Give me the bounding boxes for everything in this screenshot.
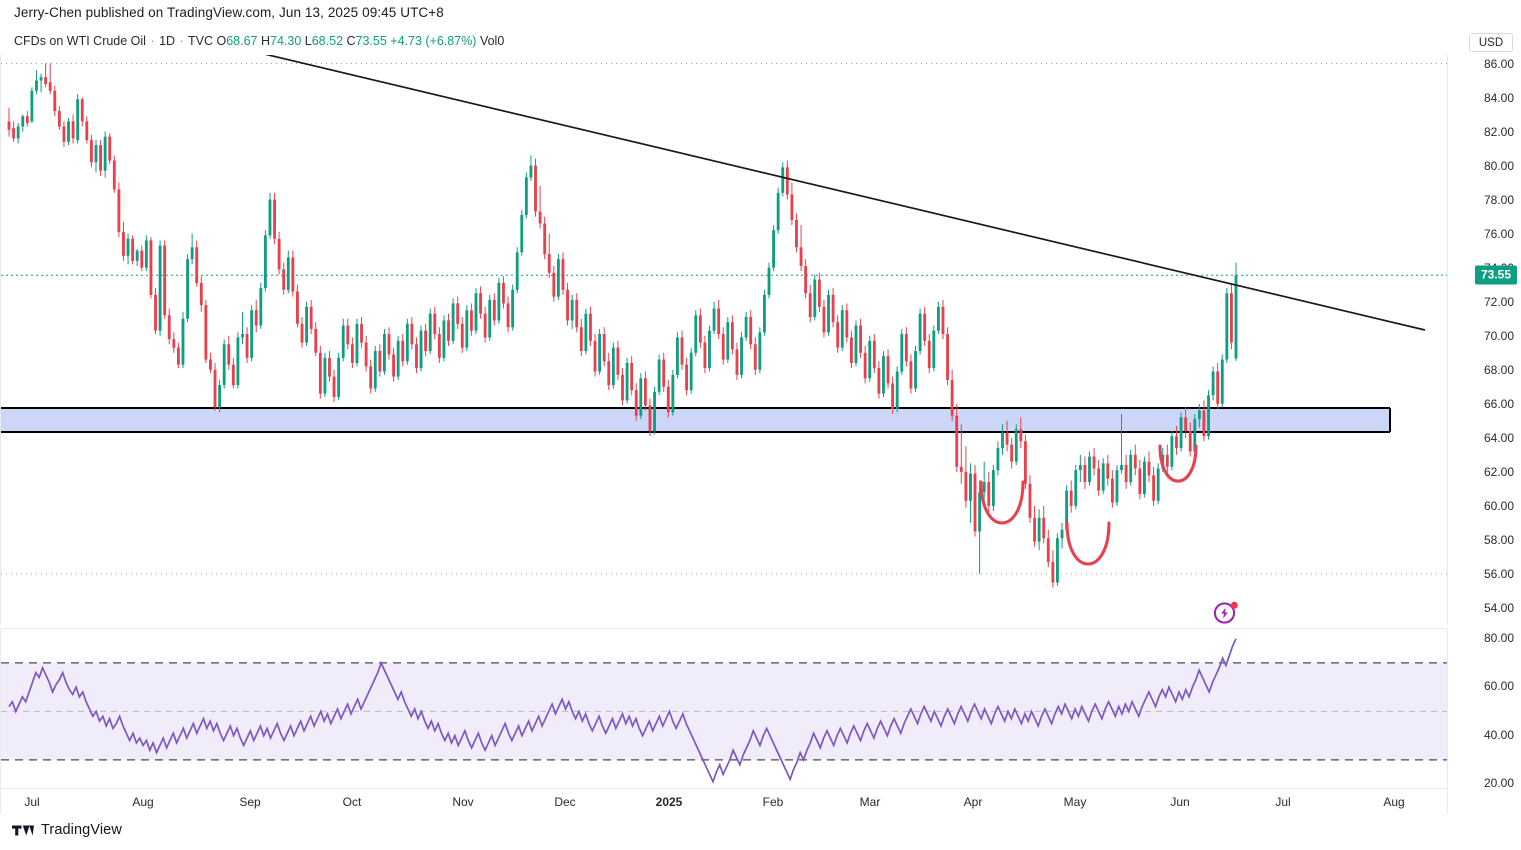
price-tick-label: 58.00: [1483, 532, 1514, 547]
rsi-tick-label: 60.00: [1483, 679, 1514, 694]
legend-volume-value: 0: [497, 34, 505, 48]
rsi-tick-label: 40.00: [1483, 727, 1514, 742]
swing-low-arc-3: [1158, 444, 1198, 483]
descending-trendline: [264, 55, 1426, 331]
legend-volume-label: Vol: [479, 34, 498, 48]
footer-branding: TradingView: [12, 822, 122, 838]
support-resistance-zone: [1, 407, 1391, 433]
rsi-tick-label: 80.00: [1483, 630, 1514, 645]
rsi-tick-label: 20.00: [1483, 776, 1514, 791]
price-pane[interactable]: [0, 55, 1448, 625]
legend-low-value: 68.52: [311, 34, 344, 48]
time-tick-label: Feb: [762, 795, 784, 809]
chart-legend[interactable]: CFDs on WTI Crude Oil · 1D · TVC O68.67 …: [14, 34, 504, 48]
last-price-badge[interactable]: 73.55: [1474, 265, 1517, 285]
legend-interval[interactable]: 1D: [159, 34, 176, 48]
currency-badge[interactable]: USD: [1469, 33, 1513, 52]
candlestick-plot: [1, 55, 1447, 588]
rsi-scale[interactable]: 80.00 60.00 40.00 20.00: [1448, 628, 1521, 791]
legend-high-value: 74.30: [270, 34, 302, 48]
price-tick-label: 80.00: [1483, 158, 1514, 173]
legend-close-value: 73.55: [355, 34, 387, 48]
legend-close-label: C: [346, 34, 356, 48]
time-tick-label: Jul: [24, 795, 40, 809]
publisher-byline: Jerry-Chen published on TradingView.com,…: [14, 5, 444, 20]
time-tick-label: Apr: [963, 795, 983, 809]
legend-separator-2: ·: [179, 34, 184, 48]
price-tick-label: 70.00: [1483, 328, 1514, 343]
price-tick-label: 84.00: [1483, 90, 1514, 105]
rsi-pane[interactable]: [0, 628, 1448, 788]
time-scale[interactable]: Jul Aug Sep Oct Nov Dec 2025 Feb Mar Apr May Jun Jul…: [0, 788, 1448, 814]
time-tick-label: Jul: [1275, 795, 1291, 809]
time-tick-label: May: [1063, 795, 1087, 809]
price-tick-label: 64.00: [1483, 430, 1514, 445]
price-tick-label: 72.00: [1483, 294, 1514, 309]
price-tick-label: 76.00: [1483, 226, 1514, 241]
time-tick-label: Jun: [1170, 795, 1190, 809]
tradingview-logo-icon: [12, 825, 34, 835]
time-tick-label: Mar: [859, 795, 881, 809]
time-tick-label: 2025: [655, 795, 683, 809]
legend-low-label: L: [304, 34, 312, 48]
rsi-line: [8, 638, 1237, 785]
time-tick-label: Dec: [554, 795, 576, 809]
tradingview-brand-text: TradingView: [41, 822, 122, 838]
legend-open-value: 68.67: [226, 34, 258, 48]
lightning-alert-icon[interactable]: [1212, 598, 1240, 626]
price-tick-label: 68.00: [1483, 362, 1514, 377]
time-tick-label: Aug: [132, 795, 154, 809]
time-tick-label: Nov: [452, 795, 474, 809]
price-tick-label: 56.00: [1483, 567, 1514, 581]
swing-low-arc-1: [979, 480, 1025, 525]
rsi-plot: [1, 638, 1447, 785]
time-tick-label: Aug: [1383, 795, 1405, 809]
time-tick-label: Oct: [342, 795, 362, 809]
legend-separator-1: ·: [150, 34, 155, 48]
legend-open-label: O: [216, 34, 227, 48]
legend-symbol-name[interactable]: CFDs on WTI Crude Oil: [14, 34, 146, 48]
time-tick-label: Sep: [239, 795, 261, 809]
legend-high-label: H: [260, 34, 271, 48]
swing-low-arc-2: [1065, 521, 1111, 566]
rsi-band-fill: [1, 662, 1447, 760]
legend-change-value: +4.73 (+6.87%): [390, 34, 477, 48]
price-tick-label: 62.00: [1483, 464, 1514, 479]
price-tick-label: 60.00: [1483, 498, 1514, 513]
price-tick-label: 78.00: [1483, 192, 1514, 207]
candle-series: [7, 63, 1238, 588]
legend-exchange[interactable]: TVC: [188, 34, 213, 48]
price-tick-label: 82.00: [1483, 124, 1514, 139]
price-scale[interactable]: 86.0084.0082.0080.0078.0076.0074.0072.00…: [1448, 55, 1521, 625]
price-tick-label: 66.00: [1483, 396, 1514, 411]
price-tick-label: 54.00: [1483, 601, 1514, 615]
price-tick-label: 86.00: [1483, 56, 1514, 71]
